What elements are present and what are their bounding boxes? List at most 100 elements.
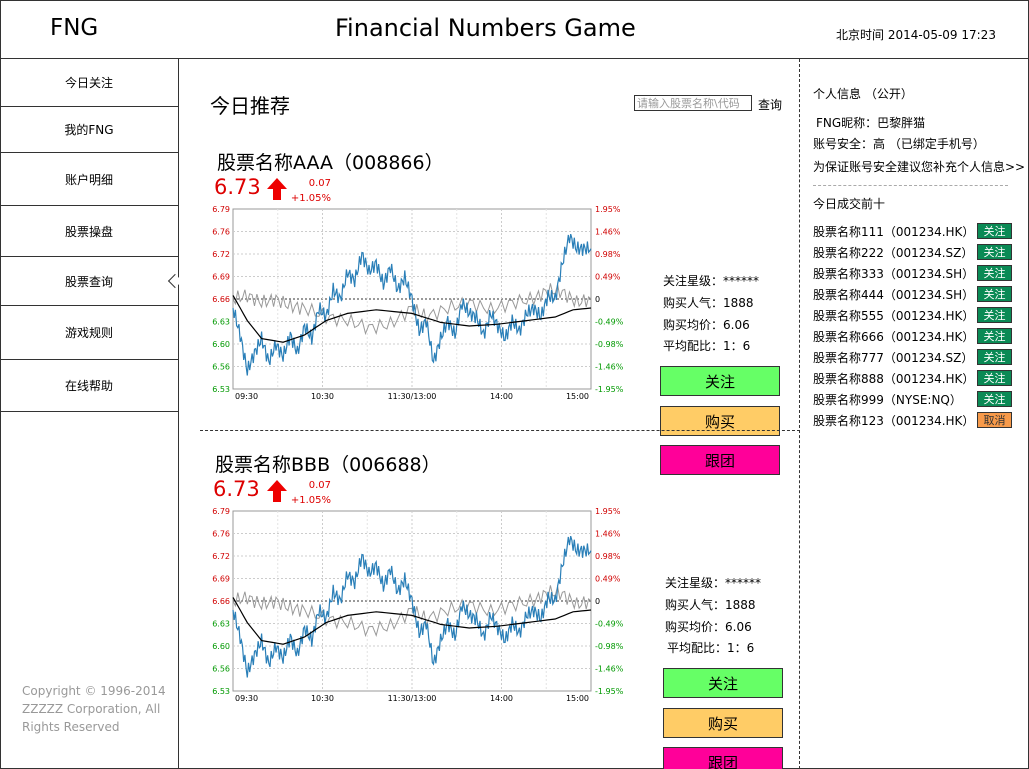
y2-tick-label: -0.98% — [595, 642, 624, 651]
stock-name[interactable]: 股票名称BBB（006688） — [215, 454, 441, 476]
change-percent: +1.05% — [290, 193, 331, 204]
stock-link[interactable]: 股票名称123（001234.HK） — [813, 414, 975, 428]
buy-button[interactable]: 购买 — [660, 406, 780, 436]
price-line — [232, 233, 592, 376]
follow-button[interactable]: 关注 — [977, 286, 1012, 302]
y-tick-label: 6.69 — [212, 273, 230, 282]
y2-tick-label: -0.98% — [595, 340, 624, 349]
sidebar-item-search[interactable]: 股票查询 — [0, 257, 183, 306]
stock-link[interactable]: 股票名称111（001234.HK） — [813, 225, 975, 239]
index-line — [232, 585, 592, 638]
y2-tick-label: 0.49% — [595, 273, 621, 282]
sidebar-item-trading[interactable]: 股票操盘 — [0, 206, 178, 257]
y-tick-label: 6.53 — [212, 385, 230, 394]
list-item: 股票名称123（001234.HK） 取消 — [813, 411, 1013, 429]
follow-button[interactable]: 关注 — [977, 328, 1012, 344]
join-team-button[interactable]: 跟团 — [660, 445, 780, 475]
copyright: Copyright © 1996-2014 ZZZZZ Corporation,… — [22, 684, 166, 734]
top-ten-title: 今日成交前十 — [813, 197, 886, 211]
stock-link[interactable]: 股票名称333（001234.SH） — [813, 267, 975, 281]
y2-tick-label: 0.98% — [595, 250, 621, 259]
y-tick-label: 6.60 — [212, 642, 230, 651]
complete-info-link[interactable]: 为保证账号安全建议您补充个人信息>> — [813, 160, 1026, 174]
follow-button[interactable]: 关注 — [977, 391, 1012, 407]
stock-link[interactable]: 股票名称888（001234.HK） — [813, 372, 975, 386]
follow-button[interactable]: 关注 — [977, 223, 1012, 239]
logo[interactable]: FNG — [50, 15, 99, 41]
average-line — [232, 597, 592, 645]
search-button[interactable]: 查询 — [758, 98, 783, 112]
follow-button[interactable]: 关注 — [663, 668, 783, 698]
average-line — [232, 295, 592, 343]
y-tick-label: 6.60 — [212, 340, 230, 349]
rating: 关注星级：****** — [665, 576, 762, 590]
y2-tick-label: -1.46% — [595, 665, 624, 674]
price-line — [232, 535, 592, 678]
list-item: 股票名称999（NYSE:NQ） 关注 — [813, 390, 1013, 408]
ratio: 平均配比：1：6 — [663, 339, 751, 353]
sidebar-item-account[interactable]: 账户明细 — [0, 153, 178, 206]
y2-tick-label: -0.49% — [595, 318, 624, 327]
unfollow-button[interactable]: 取消 — [977, 412, 1012, 428]
x-tick-label: 15:00 — [566, 694, 589, 703]
stock-link[interactable]: 股票名称222（001234.SZ） — [813, 246, 974, 260]
y-tick-label: 6.63 — [212, 620, 230, 629]
y2-tick-label: 1.95% — [595, 206, 621, 214]
x-tick-label: 11:30/13:00 — [388, 694, 437, 703]
sidebar-item-my-fng[interactable]: 我的FNG — [0, 107, 178, 153]
stock-link[interactable]: 股票名称666（001234.HK） — [813, 330, 975, 344]
sidebar-item-label: 我的FNG — [64, 123, 114, 137]
y2-tick-label: -0.49% — [595, 620, 624, 629]
list-item: 股票名称111（001234.HK） 关注 — [813, 222, 1013, 240]
y-tick-label: 6.69 — [212, 575, 230, 584]
x-tick-label: 14:00 — [490, 694, 513, 703]
stock-name[interactable]: 股票名称AAA（008866） — [217, 152, 444, 174]
follow-button[interactable]: 关注 — [660, 366, 780, 396]
sidebar-item-label: 股票操盘 — [64, 224, 113, 239]
x-tick-label: 09:30 — [235, 392, 258, 401]
search-input[interactable] — [634, 95, 752, 111]
y-tick-label: 6.66 — [212, 295, 230, 304]
y2-tick-label: 0.98% — [595, 552, 621, 561]
sidebar-item-rules[interactable]: 游戏规则 — [0, 306, 178, 360]
popularity: 购买人气：1888 — [663, 296, 754, 310]
list-item: 股票名称777（001234.SZ） 关注 — [813, 348, 1013, 366]
stock-price: 6.73 — [213, 477, 260, 501]
list-item: 股票名称888（001234.HK） 关注 — [813, 369, 1013, 387]
intraday-chart: 6.79 1.95% 6.76 1.46% 6.72 0.98% 6.69 0.49% 6.66… — [212, 206, 624, 401]
clock: 北京时间 2014-05-09 17:23 — [836, 28, 996, 42]
follow-button[interactable]: 关注 — [977, 349, 1012, 365]
follow-button[interactable]: 关注 — [977, 307, 1012, 323]
stock-link[interactable]: 股票名称777（001234.SZ） — [813, 351, 974, 365]
buy-button[interactable]: 购买 — [663, 708, 783, 738]
intraday-chart: 6.79 1.95% 6.76 1.46% 6.72 0.98% 6.69 0.49% 6.66… — [212, 508, 624, 703]
list-item: 股票名称555（001234.HK） 关注 — [813, 306, 1013, 324]
sidebar-item-help[interactable]: 在线帮助 — [0, 360, 178, 412]
change-value: 0.07 — [308, 178, 331, 189]
follow-button[interactable]: 关注 — [977, 244, 1012, 260]
y-tick-label: 6.79 — [212, 508, 230, 516]
y-tick-label: 6.53 — [212, 687, 230, 696]
stock-change: 0.07 +1.05% — [287, 478, 331, 508]
x-tick-label: 09:30 — [235, 694, 258, 703]
stock-change: 0.07 +1.05% — [287, 176, 331, 206]
stock-link[interactable]: 股票名称444（001234.SH） — [813, 288, 975, 302]
list-item: 股票名称666（001234.HK） 关注 — [813, 327, 1013, 345]
y2-tick-label: 0 — [595, 295, 600, 304]
sidebar-item-label: 在线帮助 — [64, 379, 113, 393]
section-title: 今日推荐 — [210, 94, 290, 118]
stock-link[interactable]: 股票名称555（001234.HK） — [813, 309, 975, 323]
stock-link[interactable]: 股票名称999（NYSE:NQ） — [813, 393, 962, 407]
y-tick-label: 6.63 — [212, 318, 230, 327]
right-panel: 个人信息 （公开） FNG昵称：巴黎胖猫 账号安全：高 （已绑定手机号） 为保证… — [799, 59, 1029, 769]
sidebar-item-today[interactable]: 今日关注 — [0, 59, 178, 107]
divider — [813, 185, 1008, 186]
index-line — [232, 283, 592, 336]
average-price: 购买均价：6.06 — [665, 620, 752, 634]
y2-tick-label: 1.46% — [595, 228, 621, 237]
join-team-button[interactable]: 跟团 — [663, 747, 783, 769]
follow-button[interactable]: 关注 — [977, 370, 1012, 386]
follow-button[interactable]: 关注 — [977, 265, 1012, 281]
divider — [200, 430, 800, 431]
y2-tick-label: 1.46% — [595, 530, 621, 539]
